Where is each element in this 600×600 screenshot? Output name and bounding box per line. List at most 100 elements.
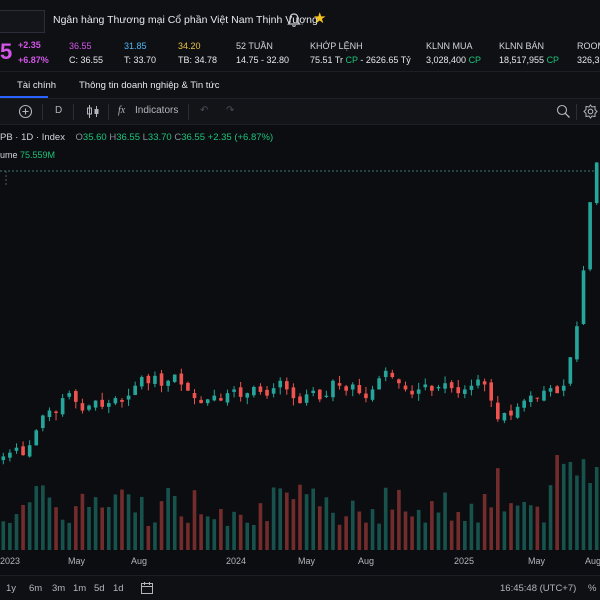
candlestick-chart[interactable] (0, 125, 600, 575)
volume-bar (100, 507, 105, 550)
indicators-button[interactable]: Indicators (135, 105, 179, 116)
toolbar-divider (188, 104, 189, 120)
star-icon[interactable]: ★ (313, 10, 327, 27)
zoom-icon[interactable] (556, 104, 571, 119)
x-label: 2025 (454, 556, 475, 566)
volume-bar (337, 524, 342, 550)
candle-body (186, 382, 190, 391)
clock: 16:45:48 (UTC+7) (500, 583, 577, 594)
range-3m[interactable]: 3m (52, 583, 66, 594)
active-tab-indicator (0, 96, 48, 98)
candle-body (238, 387, 243, 397)
candle-body (311, 390, 315, 393)
volume-bar (298, 484, 302, 550)
candle-body (54, 411, 58, 413)
candle-body (509, 410, 513, 416)
candle-body (383, 370, 388, 378)
current-price: 5 (0, 39, 12, 64)
room-label: ROOM (577, 41, 600, 51)
candle-body (344, 386, 348, 391)
candle-body (34, 430, 39, 446)
volume-bar (443, 492, 447, 550)
interval-button[interactable]: D (55, 105, 63, 116)
candles-icon[interactable] (86, 104, 100, 119)
volume-bar (27, 502, 32, 550)
candle-body (106, 403, 111, 407)
candle-body (100, 399, 105, 407)
undo-icon[interactable]: ↶ (200, 105, 209, 116)
volume-bar (548, 485, 553, 550)
fx-icon[interactable]: fx (118, 105, 126, 116)
calendar-icon[interactable] (140, 581, 154, 595)
candle-body (47, 410, 52, 418)
volume-bar (199, 514, 203, 550)
range-1y[interactable]: 1y (6, 583, 17, 594)
volume-bar (390, 509, 395, 550)
x-label: May (528, 556, 546, 566)
volume-bar (430, 501, 434, 550)
range-1m[interactable]: 1m (73, 583, 87, 594)
candle-body (80, 403, 85, 411)
volume-bar (416, 509, 421, 550)
range-1d[interactable]: 1d (113, 583, 124, 594)
candle-body (265, 389, 269, 396)
volume-bar (515, 505, 520, 550)
symbol-search-input[interactable] (0, 10, 45, 33)
volume-bar (581, 459, 586, 550)
candle-body (8, 452, 12, 458)
candle-body (324, 395, 329, 397)
candle-body (245, 393, 250, 398)
candle-body (535, 397, 540, 399)
volume-bar (67, 522, 72, 550)
candle-body (139, 377, 144, 387)
match-stats: 75.51 Tr CP - 2626.65 Tỷ (310, 55, 411, 65)
volume-bar (139, 496, 144, 550)
candle-body (21, 446, 25, 456)
candle-body (548, 388, 553, 392)
volume-bar (47, 497, 52, 550)
candle-body (364, 393, 368, 399)
volume-bar (265, 521, 269, 550)
candle-body (212, 395, 217, 401)
volume-bar (186, 522, 190, 550)
price-chart[interactable]: PB · 1D · Index O35.60 H36.55 L33.70 C36… (0, 125, 600, 575)
range-5d[interactable]: 5d (94, 583, 105, 594)
x-label: 2024 (226, 556, 247, 566)
range-6m[interactable]: 6m (29, 583, 43, 594)
volume-bar (285, 492, 289, 550)
info-tabs: Tài chính Thông tin doanh nghiệp & Tin t… (0, 71, 600, 99)
candle-body (1, 456, 6, 461)
tab-finance[interactable]: Tài chính (17, 80, 57, 91)
candle-body (416, 389, 421, 394)
volume-bar (436, 512, 441, 550)
volume-bar (561, 463, 566, 550)
redo-icon[interactable]: ↷ (226, 105, 235, 116)
candle-body (41, 415, 45, 429)
volume-bar (120, 489, 124, 550)
legend-high: 36.55 (116, 132, 140, 143)
stock-header: Ngân hàng Thương mại Cổ phần Việt Nam Th… (0, 0, 600, 71)
candle-body (489, 382, 494, 401)
volume-bar (87, 506, 91, 550)
close-price: C: 36.55 (69, 55, 104, 65)
percent-toggle[interactable]: % (588, 583, 597, 594)
add-symbol-icon[interactable] (18, 104, 33, 119)
candle-body (278, 380, 283, 388)
tab-company-news[interactable]: Thông tin doanh nghiệp & Tin tức (79, 80, 220, 91)
candle-body (588, 202, 592, 270)
bell-icon[interactable] (286, 12, 302, 28)
chart-toolbar: D fx Indicators ↶ ↷ (0, 99, 600, 125)
settings-icon[interactable] (583, 104, 598, 119)
volume-bar (397, 489, 401, 550)
volume-bar (528, 505, 533, 550)
price-change: +2.35 (18, 40, 41, 50)
candle-body (225, 393, 230, 403)
volume-bar (41, 485, 45, 550)
candle-body (581, 270, 586, 324)
volume-bar (212, 519, 217, 550)
match-label: KHỚP LỆNH (310, 41, 363, 51)
volume-bar (271, 487, 276, 550)
candle-body (298, 396, 302, 404)
volume-legend: ume 75.559M (0, 150, 56, 160)
volume-bar (34, 486, 39, 550)
